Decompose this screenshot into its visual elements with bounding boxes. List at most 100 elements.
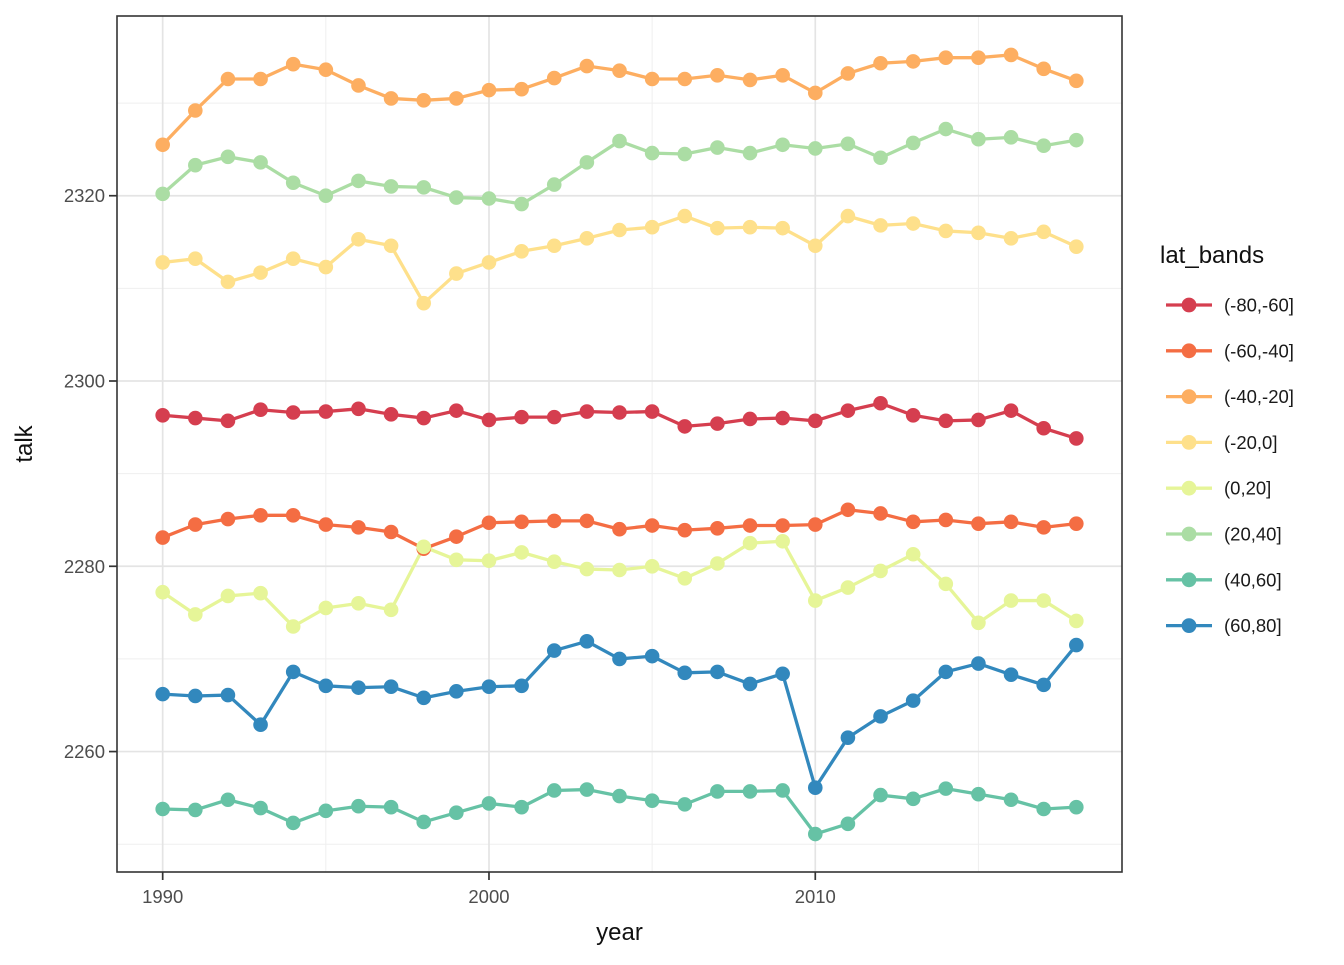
data-point	[449, 190, 464, 205]
data-point	[644, 404, 660, 419]
data-point	[546, 238, 562, 254]
legend-item-label: (20,40]	[1224, 524, 1282, 545]
data-point	[644, 648, 660, 664]
data-point	[710, 67, 725, 83]
legend-item: (60,80]	[1166, 615, 1282, 636]
data-point	[514, 799, 529, 815]
data-point	[938, 413, 954, 429]
data-point	[155, 137, 170, 153]
data-point	[873, 563, 888, 579]
data-point	[188, 157, 203, 173]
data-point	[710, 521, 725, 536]
data-point	[188, 103, 203, 118]
data-point	[416, 814, 432, 830]
data-point	[449, 552, 464, 568]
x-tick-label: 2010	[795, 886, 836, 907]
data-point	[220, 687, 236, 703]
legend-item: (-40,-20]	[1166, 386, 1294, 407]
data-point	[807, 593, 823, 608]
data-point	[285, 251, 301, 267]
legend-item-label: (-40,-20]	[1224, 386, 1294, 407]
data-point	[253, 265, 268, 280]
data-point	[1036, 61, 1051, 77]
data-point	[416, 410, 432, 426]
data-point	[612, 521, 627, 537]
data-point	[546, 783, 562, 798]
data-point	[710, 784, 725, 799]
data-point	[579, 782, 595, 797]
data-point	[579, 634, 595, 649]
legend-item: (40,60]	[1166, 569, 1282, 590]
data-point	[612, 405, 627, 420]
data-point	[742, 784, 758, 799]
legend-items: (-80,-60] (-60,-40] (-40,-20] (-20,0] (0,20]…	[1166, 295, 1294, 636]
data-point	[612, 63, 627, 78]
data-point	[351, 520, 366, 535]
data-point	[840, 580, 856, 595]
data-point	[840, 208, 856, 224]
data-point	[1069, 239, 1084, 254]
data-point	[253, 717, 268, 733]
data-point	[677, 419, 693, 434]
data-point	[1003, 130, 1019, 145]
data-point	[351, 401, 366, 417]
data-point	[514, 678, 529, 694]
panel-border	[116, 15, 1123, 873]
data-point	[285, 664, 301, 680]
data-point	[383, 602, 399, 618]
data-point	[546, 177, 562, 192]
data-point	[1069, 431, 1084, 446]
legend-key-point	[1181, 297, 1197, 313]
data-point	[971, 786, 986, 802]
data-point	[1036, 138, 1051, 153]
legend-key-point	[1181, 435, 1197, 450]
data-point	[938, 121, 954, 137]
data-point	[971, 131, 986, 147]
data-point	[449, 805, 464, 821]
data-point	[351, 596, 366, 611]
data-point	[481, 82, 497, 98]
data-point	[873, 395, 888, 411]
data-point	[188, 607, 203, 622]
major-gridlines	[117, 16, 1122, 872]
legend-item-label: (0,20]	[1224, 478, 1271, 499]
data-point	[1003, 593, 1019, 608]
data-point	[644, 793, 660, 808]
y-tick-label: 2260	[64, 741, 105, 762]
data-point	[710, 416, 725, 431]
data-point	[905, 546, 921, 562]
data-point	[285, 405, 301, 420]
data-point	[155, 686, 170, 702]
data-point	[285, 56, 301, 72]
data-point	[383, 91, 399, 106]
y-tick-label: 2280	[64, 556, 105, 577]
data-point	[285, 175, 301, 191]
data-point	[905, 135, 921, 151]
data-point	[253, 402, 268, 418]
data-point	[905, 791, 921, 807]
data-point	[481, 255, 497, 270]
data-point	[742, 72, 758, 88]
data-point	[807, 238, 823, 254]
data-point	[351, 680, 366, 695]
data-point	[383, 679, 399, 695]
legend-item-label: (40,60]	[1224, 569, 1282, 590]
legend-key-point	[1181, 572, 1197, 588]
data-point	[155, 801, 170, 817]
data-point	[318, 600, 334, 616]
data-point	[677, 797, 693, 812]
data-point	[873, 709, 888, 724]
data-point	[775, 220, 790, 236]
data-point	[840, 66, 856, 81]
data-point	[742, 676, 758, 692]
data-point	[807, 826, 823, 842]
data-point	[416, 180, 432, 195]
data-point	[710, 664, 725, 680]
data-point	[710, 220, 725, 236]
data-point	[155, 584, 170, 600]
data-point	[1036, 801, 1051, 817]
data-point	[285, 508, 301, 523]
data-point	[449, 403, 464, 418]
data-point	[807, 780, 823, 795]
